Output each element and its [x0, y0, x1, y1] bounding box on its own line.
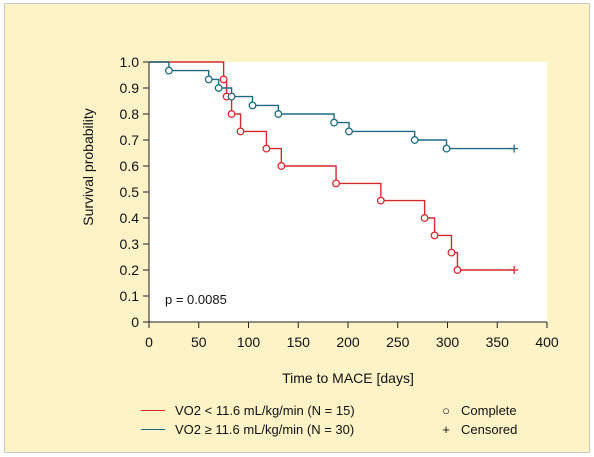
x-tick-label: 250 — [386, 334, 410, 350]
event-marker — [442, 144, 451, 153]
censored-marker-icon: + — [442, 422, 450, 437]
y-tick-label: 0.7 — [120, 132, 140, 148]
event-marker — [236, 127, 245, 136]
chart-panel: 0 0.1 0.2 0.3 0.4 0.5 0.6 0.7 0.8 0.9 1.0 0 50 100 150… — [4, 3, 590, 453]
x-axis-label: Time to MACE [days] — [282, 370, 414, 386]
event-marker — [376, 196, 385, 205]
x-tick-label: 300 — [436, 334, 460, 350]
event-marker — [227, 110, 236, 118]
event-marker — [410, 136, 419, 144]
plot-area — [149, 62, 547, 322]
y-tick-label: 0.8 — [120, 106, 140, 122]
y-tick-label: 0.6 — [120, 158, 140, 174]
axes: 0 0.1 0.2 0.3 0.4 0.5 0.6 0.7 0.8 0.9 1.0 0 50 100 150… — [120, 54, 559, 350]
event-marker — [430, 231, 439, 240]
legend-swatch-low-vo2 — [141, 410, 165, 411]
event-marker — [214, 84, 223, 92]
y-tick-label: 0.3 — [120, 236, 140, 252]
event-marker — [219, 75, 228, 84]
series-1 — [149, 61, 519, 153]
censored-marker — [510, 266, 519, 274]
event-marker — [274, 110, 283, 118]
legend-label-censored: Censored — [461, 422, 518, 437]
series-0 — [149, 61, 519, 274]
x-tick-label: 400 — [535, 334, 559, 350]
p-value-annotation: p = 0.0085 — [165, 292, 227, 307]
event-marker — [330, 118, 339, 127]
legend-label-complete: Complete — [461, 403, 517, 418]
event-marker — [447, 248, 456, 257]
event-marker — [262, 144, 271, 153]
event-marker — [164, 66, 173, 75]
y-tick-label: 0.9 — [120, 80, 140, 96]
x-tick-label: 50 — [191, 334, 207, 350]
legend-swatch-high-vo2 — [141, 429, 165, 430]
event-marker — [332, 179, 341, 188]
event-marker — [227, 92, 236, 101]
event-marker — [345, 127, 353, 136]
y-tick-label: 0.2 — [120, 262, 140, 278]
event-marker — [420, 214, 429, 222]
legend-label-low-vo2: VO2 < 11.6 mL/kg/min (N = 15) — [175, 403, 355, 418]
censored-marker — [510, 144, 519, 153]
event-marker — [453, 266, 462, 274]
y-tick-label: 0.5 — [120, 184, 140, 200]
y-tick-label: 0 — [131, 314, 139, 330]
x-tick-label: 200 — [336, 334, 360, 350]
survival-curves — [149, 61, 519, 274]
legend-entry-low-vo2: VO2 < 11.6 mL/kg/min (N = 15) — [141, 403, 355, 418]
y-tick-label: 0.4 — [120, 210, 140, 226]
kaplan-meier-chart: 0 0.1 0.2 0.3 0.4 0.5 0.6 0.7 0.8 0.9 1.0 0 50 100 150… — [80, 54, 559, 386]
legend-entry-censored: + Censored — [439, 422, 517, 437]
event-marker — [204, 75, 213, 84]
complete-marker-icon: ○ — [442, 403, 450, 418]
x-tick-label: 150 — [287, 334, 311, 350]
legend-label-high-vo2: VO2 ≥ 11.6 mL/kg/min (N = 30) — [175, 422, 355, 437]
x-tick-label: 0 — [145, 334, 153, 350]
event-marker — [277, 162, 286, 170]
x-tick-label: 100 — [237, 334, 261, 350]
y-tick-label: 1.0 — [120, 54, 140, 70]
legend-entry-complete: ○ Complete — [439, 403, 517, 418]
y-tick-label: 0.1 — [120, 288, 140, 304]
legend-entry-high-vo2: VO2 ≥ 11.6 mL/kg/min (N = 30) — [141, 422, 354, 437]
event-marker — [248, 101, 257, 110]
x-tick-label: 350 — [486, 334, 510, 350]
series-line — [149, 61, 515, 150]
y-axis-label: Survival probability — [80, 108, 96, 226]
